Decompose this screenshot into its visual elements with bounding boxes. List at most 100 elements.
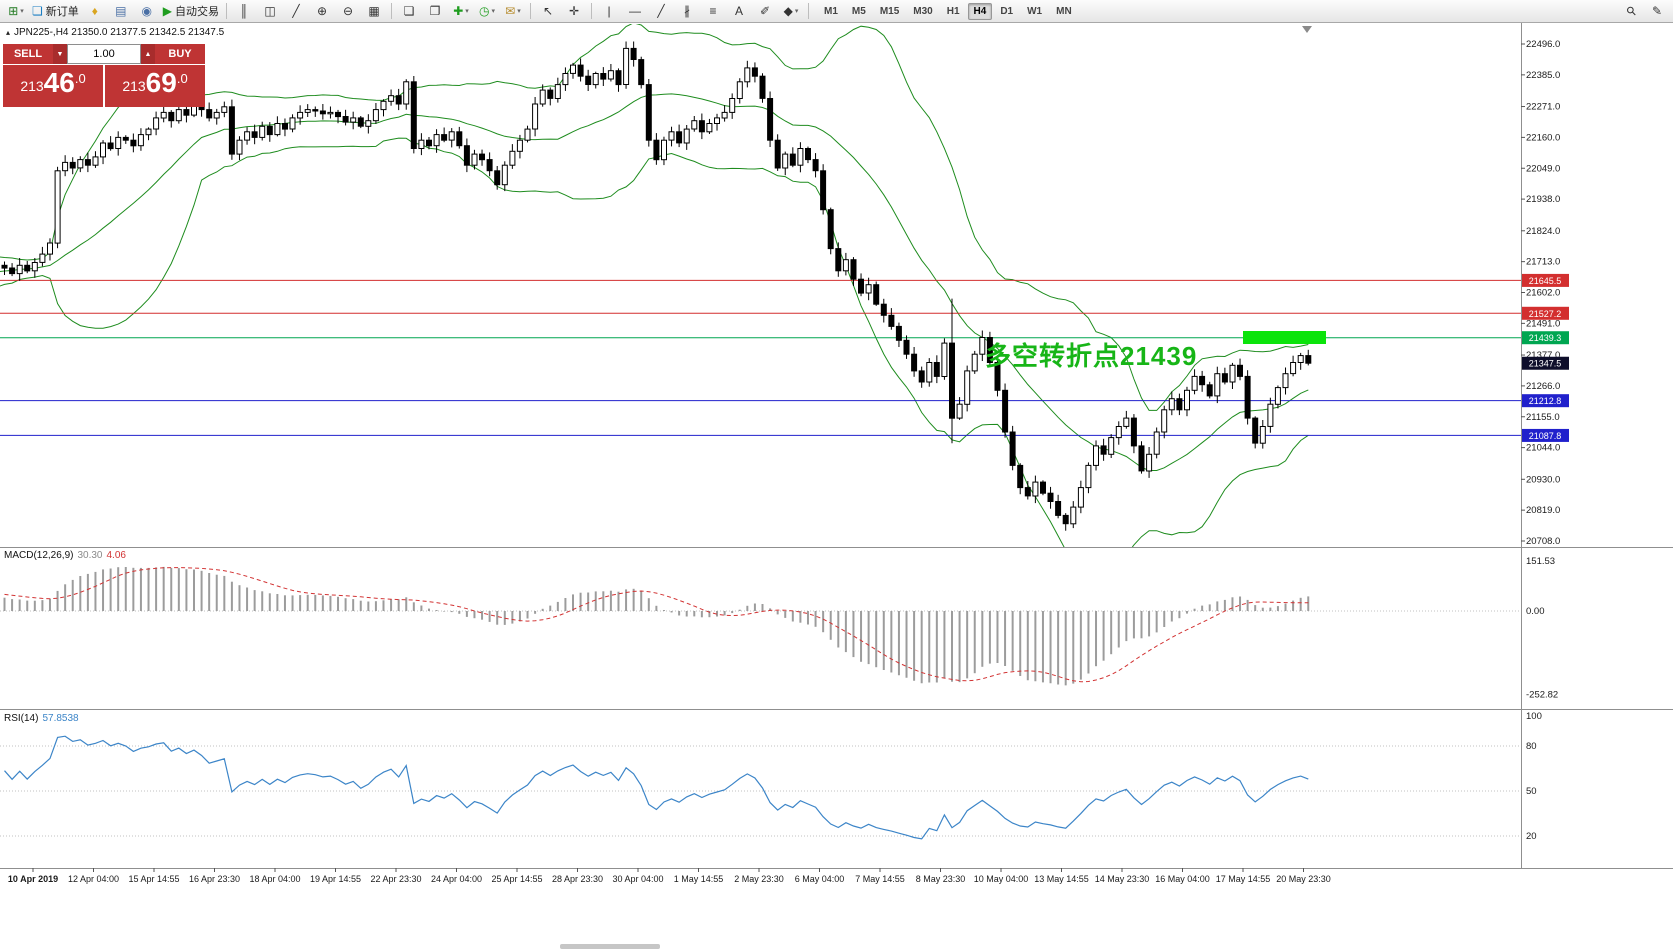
alerts-icon[interactable]: ◉ [135,2,159,20]
line-chart-icon[interactable]: ╱ [284,2,308,20]
svg-text:80: 80 [1526,741,1537,752]
candlestick-chart-icon[interactable]: ◫ [258,2,282,20]
text-icon[interactable]: A [727,2,751,20]
svg-text:21938.0: 21938.0 [1526,194,1560,205]
volume-decrease-button[interactable]: ▼ [53,44,67,64]
svg-text:22385.0: 22385.0 [1526,70,1560,81]
svg-text:20819.0: 20819.0 [1526,505,1560,516]
new-chart-icon[interactable]: ⊞ ▾ [4,2,28,20]
new-order-button[interactable]: ❏ 新订单 [30,2,81,20]
svg-text:7 May 14:55: 7 May 14:55 [855,874,905,884]
candlesticks [1,41,1312,531]
timeframe-button-h1[interactable]: H1 [946,5,960,17]
cascade-windows-icon[interactable]: ❏ [397,2,421,20]
svg-text:-252.82: -252.82 [1526,689,1558,700]
macd-signal-value: 4.06 [106,550,126,561]
svg-text:21266.0: 21266.0 [1526,381,1560,392]
alerts-icon: ◉ [141,4,152,18]
buy-price-big: 69 [145,67,177,98]
timeframe-button-m30[interactable]: M30 [913,5,933,17]
periods-icon[interactable]: ◷ ▾ [475,2,499,20]
macd-name: MACD(12,26,9) [4,550,74,561]
svg-text:21527.2: 21527.2 [1529,309,1562,319]
svg-text:25 Apr 14:55: 25 Apr 14:55 [491,874,542,884]
svg-text:13 May 14:55: 13 May 14:55 [1034,874,1089,884]
indicators-icon[interactable]: ✚ ▾ [449,2,473,20]
highlight-rectangle[interactable] [1243,331,1326,344]
arrows-icon: ◆ [783,4,793,18]
svg-text:151.53: 151.53 [1526,556,1555,567]
timeframe-button-m5[interactable]: M5 [851,5,866,17]
vertical-line-icon: | [607,4,611,18]
zoom-out-icon[interactable]: ⊖ [336,2,360,20]
sell-price-display[interactable]: 213 46.0 [3,65,103,107]
cursor-icon[interactable]: ↖ [536,2,560,20]
svg-text:17 May 14:55: 17 May 14:55 [1216,874,1271,884]
toolbar-separator [226,3,227,19]
svg-text:2 May 23:30: 2 May 23:30 [734,874,784,884]
buy-price-display[interactable]: 213 69.0 [105,65,205,107]
auto-trading-button[interactable]: ▶ 自动交易 [161,2,221,20]
search-icon[interactable]: ⚲ [1619,2,1643,20]
templates-icon[interactable]: ✉ ▾ [501,2,525,20]
text-label-icon: ✐ [759,4,771,18]
auto-trading-button-label: 自动交易 [175,6,219,18]
tile-windows-icon[interactable]: ▦ [362,2,386,20]
timeframe-button-mn[interactable]: MN [1056,5,1072,17]
scrollbar-thumb[interactable] [560,944,660,949]
rsi-panel [0,735,1521,840]
arrange-windows-icon: ❐ [429,4,441,18]
timeframe-button-w1[interactable]: W1 [1027,5,1043,17]
svg-text:18 Apr 04:00: 18 Apr 04:00 [249,874,300,884]
rsi-value: 57.8538 [42,713,79,724]
timeframe-button-d1[interactable]: D1 [1000,5,1014,17]
vertical-line-icon[interactable]: | [597,2,621,20]
rsi-name: RSI(14) [4,713,39,724]
volume-input[interactable] [67,44,141,64]
svg-text:22160.0: 22160.0 [1526,132,1560,143]
sell-button[interactable]: SELL [3,44,53,64]
toolbar-separator [591,3,592,19]
panel-separators[interactable] [0,22,1673,869]
svg-text:21155.0: 21155.0 [1526,412,1560,423]
cascade-windows-icon: ❏ [403,4,415,18]
text-icon: A [734,4,743,18]
volume-increase-button[interactable]: ▲ [141,44,155,64]
toolbar-separator [391,3,392,19]
sell-price-big: 46 [43,67,75,98]
horizontal-scrollbar[interactable] [0,942,1673,951]
horizontal-line-icon[interactable]: — [623,2,647,20]
arrows-icon[interactable]: ◆ ▾ [779,2,803,20]
fibonacci-icon[interactable]: ≡ [701,2,725,20]
zoom-in-icon[interactable]: ⊕ [310,2,334,20]
arrange-windows-icon[interactable]: ❐ [423,2,447,20]
timeframe-button-h4[interactable]: H4 [967,2,993,20]
timeframe-button-m15[interactable]: M15 [879,5,900,17]
svg-text:28 Apr 23:30: 28 Apr 23:30 [552,874,603,884]
svg-text:21439.3: 21439.3 [1529,333,1562,343]
indicators-icon: ✚ [453,4,464,18]
rsi-indicator-label: RSI(14) 57.8538 [4,713,79,724]
trendline-icon[interactable]: ╱ [649,2,673,20]
buy-button[interactable]: BUY [155,44,205,64]
toolbar: ⊞ ▾ ❏ 新订单 ♦ ▤ ◉ ▶ 自动交易 ║ ◫ ╱ ⊕ ⊖ ▦ ❏ ❐ ✚ ▾ ◷ ▾ ✉ ▾ ↖ ✛ | — ╱ ∦ ≡ A ✐ ◆ ▾ M… [0,0,1673,23]
crosshair-icon[interactable]: ✛ [562,2,586,20]
equidistant-channel-icon[interactable]: ∦ [675,2,699,20]
text-label-icon[interactable]: ✐ [753,2,777,20]
metaeditor-icon[interactable]: ✎ [1645,2,1669,20]
announcement-icon[interactable]: ♦ [83,2,107,20]
svg-text:21044.0: 21044.0 [1526,443,1560,454]
profiles-icon[interactable]: ▤ [109,2,133,20]
macd-scale: 151.53 0.00 -252.82 [1526,556,1558,700]
line-chart-icon: ╱ [292,4,300,18]
chart-annotation-text[interactable]: 多空转折点21439 [985,341,1198,371]
zoom-out-icon: ⊖ [342,4,354,18]
svg-text:21377.0: 21377.0 [1526,350,1560,361]
chart-shift-marker-icon[interactable] [1302,26,1312,33]
collapse-arrow-icon[interactable]: ▴ [6,28,11,37]
timeframe-button-m1[interactable]: M1 [824,5,838,17]
svg-text:6 May 04:00: 6 May 04:00 [795,874,845,884]
bar-chart-icon[interactable]: ║ [232,2,256,20]
